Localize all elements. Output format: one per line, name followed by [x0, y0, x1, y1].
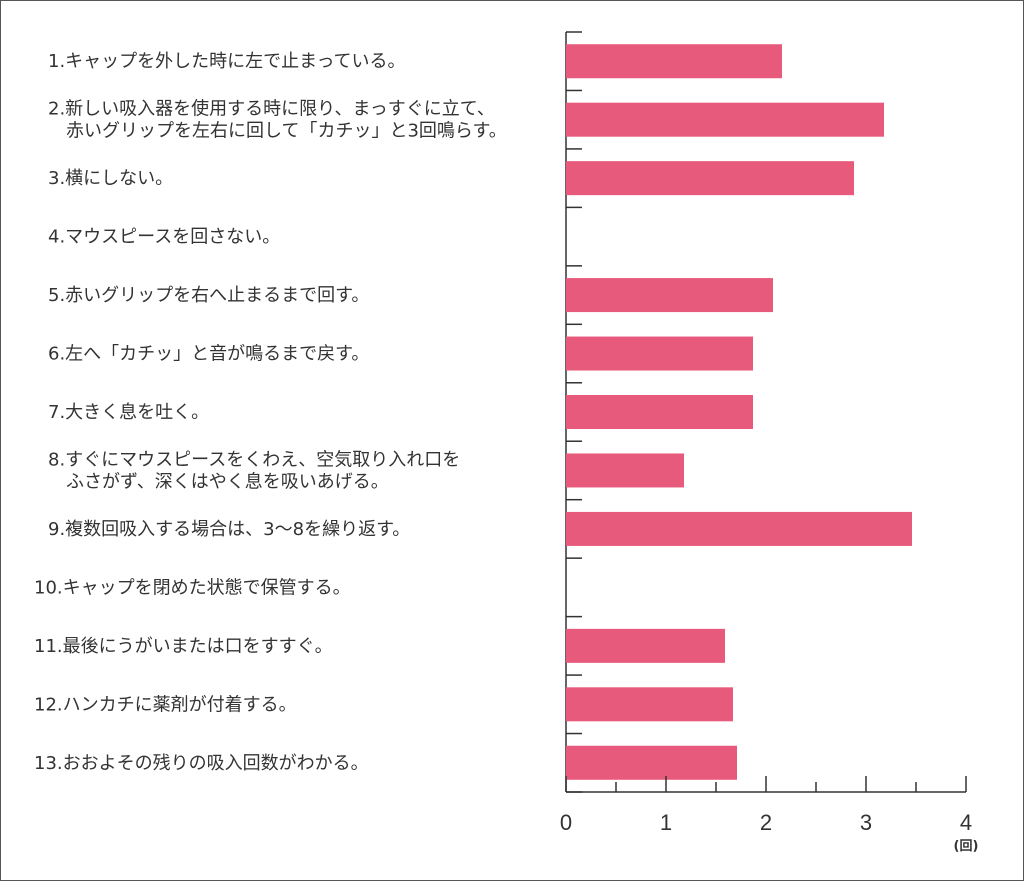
category-label: 3.横にしない。 [48, 168, 173, 189]
bar [566, 687, 733, 722]
category-label: 12.ハンカチに薬剤が付着する。 [34, 694, 297, 715]
bar [566, 395, 753, 429]
x-tick-label: 2 [760, 810, 772, 835]
category-label: 赤いグリップを左右に回して「カチッ」と3回鳴らす。 [66, 121, 507, 142]
x-unit-label: (回) [954, 839, 979, 854]
category-label: 8.すぐにマウスピースをくわえ、空気取り入れ口を [48, 449, 460, 470]
x-tick-label: 1 [660, 810, 672, 835]
category-label: 2.新しい吸入器を使用する時に限り、まっすぐに立て、 [48, 99, 495, 120]
x-tick-label: 0 [560, 810, 572, 835]
category-label: ふさがず、深くはやく息を吸いあげる。 [66, 471, 389, 492]
bar [566, 745, 737, 780]
bar [566, 511, 912, 546]
category-label: 5.赤いグリップを右へ止まるまで回す。 [48, 285, 369, 306]
bar [566, 44, 782, 79]
bar [566, 628, 725, 663]
x-tick-label: 3 [860, 810, 872, 835]
bar [566, 278, 773, 313]
category-label: 1.キャップを外した時に左で止まっている。 [48, 51, 406, 72]
bar [566, 161, 854, 196]
category-label: 11.最後にうがいまたは口をすすぐ。 [34, 636, 333, 657]
category-label: 9.複数回吸入する場合は、3〜8を繰り返す。 [48, 519, 410, 540]
x-tick-label: 4 [960, 810, 972, 835]
bar [566, 336, 753, 371]
category-label: 6.左へ「カチッ」と音が鳴るまで戻す。 [48, 344, 369, 365]
category-label: 7.大きく息を吐く。 [48, 402, 209, 423]
bar [566, 102, 884, 137]
category-label: 10.キャップを閉めた状態で保管する。 [34, 577, 351, 598]
category-label: 13.おおよその残りの吸入回数がわかる。 [34, 753, 369, 774]
bar [566, 453, 684, 488]
category-label: 4.マウスピースを回さない。 [48, 227, 280, 248]
